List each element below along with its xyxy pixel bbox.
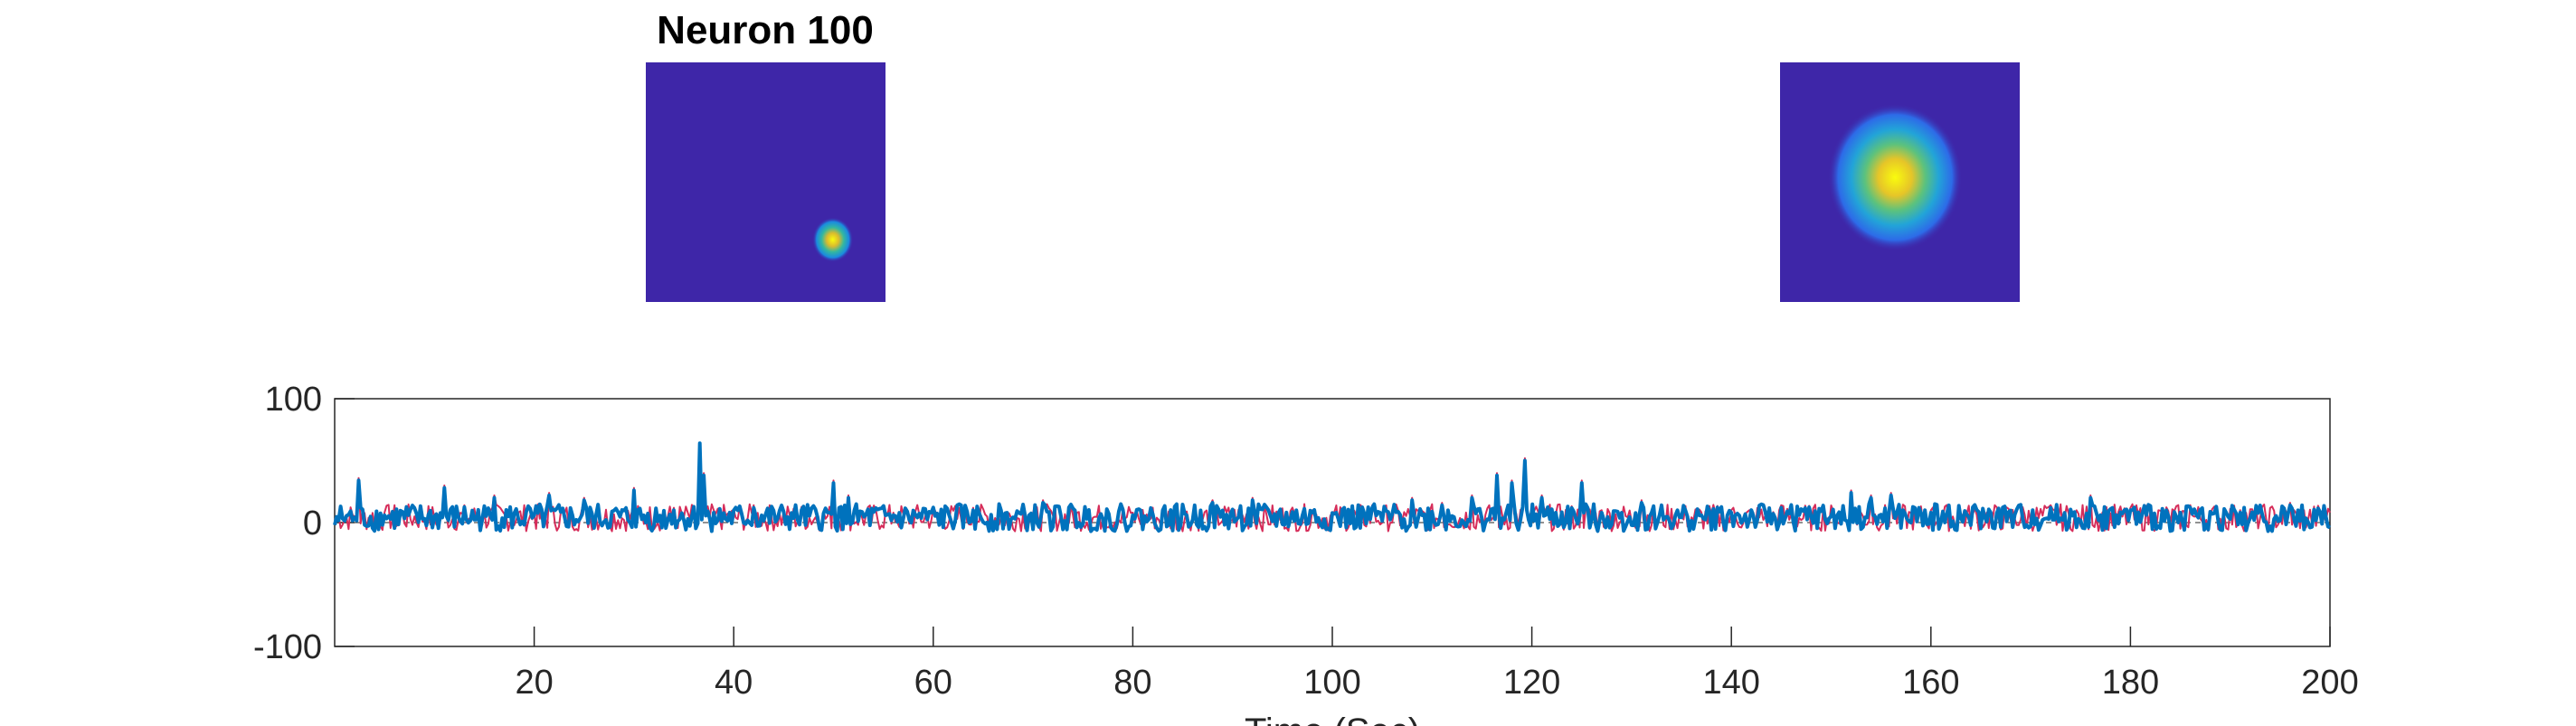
- y-tick-label: 0: [303, 504, 322, 542]
- neuron-footprint-image-background: [646, 62, 886, 302]
- x-tick-label: 20: [515, 664, 553, 702]
- x-axis-label: Time (Sec): [1245, 712, 1420, 726]
- x-tick-label: 180: [2102, 664, 2159, 702]
- x-tick-label: 80: [1113, 664, 1151, 702]
- y-tick-label: -100: [253, 628, 322, 666]
- x-tick-label: 200: [2301, 664, 2358, 702]
- neuron-zoom-blob: [1828, 103, 1963, 251]
- x-ticks: 20 40 60 80 100 120 140 160 180 200: [515, 627, 2359, 702]
- trace-axes: -100 0 100 20 40 60 80 100 120 140 160 180 200 Time…: [253, 381, 2359, 726]
- x-tick-label: 140: [1702, 664, 1759, 702]
- neuron-spatial-panel-2: [1780, 62, 2020, 302]
- neuron-spatial-panel-1: Neuron 100: [646, 8, 886, 302]
- y-ticks: -100 0 100: [253, 381, 355, 666]
- x-tick-label: 60: [914, 664, 952, 702]
- x-tick-label: 120: [1503, 664, 1560, 702]
- trace-series: [333, 441, 2331, 533]
- x-tick-label: 100: [1303, 664, 1360, 702]
- neuron-footprint-blob: [812, 217, 854, 262]
- y-tick-label: 100: [265, 381, 322, 419]
- neuron-title: Neuron 100: [657, 8, 874, 52]
- x-tick-label: 40: [715, 664, 753, 702]
- x-tick-label: 160: [1902, 664, 1959, 702]
- series-raw-trace: [333, 441, 2331, 533]
